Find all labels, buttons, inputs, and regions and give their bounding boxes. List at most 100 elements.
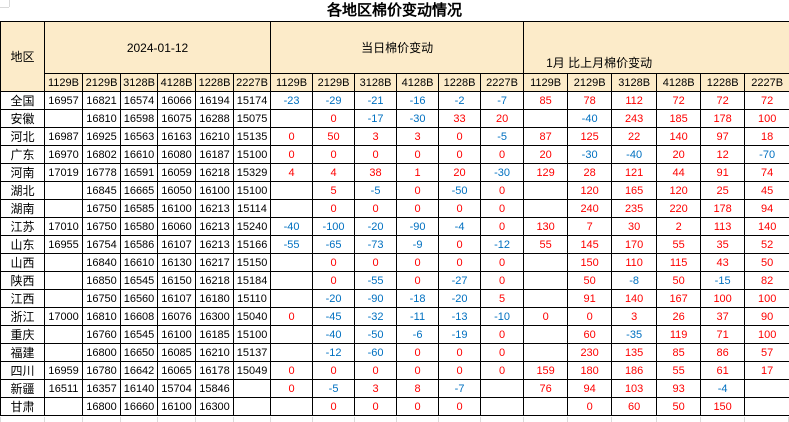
monthly-change-cell: 235	[611, 199, 658, 218]
region-cell: 山东	[0, 235, 45, 254]
daily-change-cell: 0	[480, 181, 525, 200]
price-cell: 16180	[195, 289, 234, 308]
monthly-change-cell: 30	[611, 217, 658, 236]
price-cell: 15240	[232, 217, 272, 236]
daily-change-cell: 8	[396, 379, 440, 398]
daily-change-cell	[270, 109, 314, 128]
daily-change-cell: 0	[480, 217, 525, 236]
price-cell: 15110	[232, 289, 272, 308]
grade-header: 1129B	[44, 73, 83, 92]
daily-change-cell: 0	[354, 361, 398, 380]
worksheet-gridline	[0, 7, 9, 8]
monthly-change-cell: -8	[611, 271, 658, 290]
monthly-change-cell	[523, 289, 569, 308]
grade-header: 1228B	[195, 73, 234, 92]
table-row: 浙江 17000 16810 16608 16076 16300 15040 0 -45 -32-…	[0, 307, 789, 326]
daily-change-cell: -20	[354, 217, 398, 236]
monthly-change-cell: 112	[611, 91, 658, 110]
price-cell: 16300	[195, 307, 234, 326]
daily-change-cell: 0	[396, 397, 440, 416]
table-row: 河北 16987 16925 16563 16163 16210 15135 0 50 3 3 0 -5…	[0, 127, 789, 146]
price-cell: 16610	[120, 145, 158, 164]
price-cell: 16598	[120, 109, 158, 128]
daily-change-cell: 4	[270, 163, 314, 182]
worksheet-gridline-strip	[0, 416, 789, 422]
monthly-change-cell: 159	[523, 361, 569, 380]
price-cell	[44, 271, 83, 290]
daily-change-cell: 0	[480, 271, 525, 290]
region-cell: 广东	[0, 145, 45, 164]
monthly-change-cell: 150	[567, 253, 613, 272]
daily-change-cell: 0	[312, 199, 356, 218]
monthly-change-cell: 186	[611, 361, 658, 380]
price-cell: 16210	[195, 127, 234, 146]
grade-header: 4128B	[396, 73, 440, 92]
monthly-change-cell: 17	[744, 361, 789, 380]
monthly-change-cell: 180	[567, 361, 613, 380]
grade-header: 2129B	[312, 73, 356, 92]
daily-change-cell: 0	[396, 271, 440, 290]
monthly-change-cell	[523, 325, 569, 344]
monthly-change-cell: 170	[611, 235, 658, 254]
daily-change-cell: 0	[312, 271, 356, 290]
price-cell: 15100	[232, 181, 272, 200]
monthly-change-cell: -35	[611, 325, 658, 344]
group-header-monthly-change: 1月 比上月棉价变动	[523, 21, 789, 74]
price-cell: 15114	[232, 199, 272, 218]
monthly-change-cell: 110	[611, 253, 658, 272]
daily-change-cell: -16	[396, 91, 440, 110]
monthly-change-cell: 91	[700, 163, 746, 182]
monthly-change-cell	[523, 397, 569, 416]
region-cell: 江西	[0, 289, 45, 308]
price-cell: 16585	[120, 199, 158, 218]
region-cell: 安徽	[0, 109, 45, 128]
daily-change-cell	[270, 343, 314, 362]
monthly-change-cell: 129	[523, 163, 569, 182]
price-cell: 16642	[120, 361, 158, 380]
monthly-change-cell: 50	[656, 271, 702, 290]
price-cell: 15040	[232, 307, 272, 326]
daily-change-cell: 0	[480, 343, 525, 362]
daily-change-cell: 0	[438, 235, 482, 254]
price-cell: 16060	[157, 217, 196, 236]
monthly-change-cell: 61	[700, 361, 746, 380]
monthly-change-cell: 25	[700, 181, 746, 200]
daily-change-cell: -29	[312, 91, 356, 110]
table-row: 甘肃 16800 16660 16100 16300 0 0 0 0 0 60 50 150	[0, 397, 789, 416]
monthly-change-cell: 145	[567, 235, 613, 254]
price-cell: 16987	[44, 127, 83, 146]
table-row: 河南 17019 16778 16591 16059 16218 15329 4 4 38 1 20-…	[0, 163, 789, 182]
monthly-change-cell: 78	[567, 91, 613, 110]
region-cell: 甘肃	[0, 397, 45, 416]
price-cell: 16218	[195, 271, 234, 290]
daily-change-cell: 0	[480, 253, 525, 272]
daily-change-cell: 0	[354, 199, 398, 218]
region-cell: 陕西	[0, 271, 45, 290]
daily-change-cell: -27	[438, 271, 482, 290]
daily-change-cell: 0	[396, 253, 440, 272]
monthly-change-cell: -15	[700, 271, 746, 290]
daily-change-cell: -65	[312, 235, 356, 254]
monthly-change-cell: 90	[744, 307, 789, 326]
daily-change-cell: 20	[438, 163, 482, 182]
region-column-header: 地区	[0, 21, 45, 92]
daily-change-cell: 0	[438, 253, 482, 272]
monthly-change-cell: 167	[656, 289, 702, 308]
monthly-change-cell: 18	[744, 127, 789, 146]
daily-change-cell: 0	[438, 343, 482, 362]
price-cell: 16650	[120, 343, 158, 362]
price-cell: 15049	[232, 361, 272, 380]
daily-change-cell: 0	[396, 361, 440, 380]
price-cell	[44, 181, 83, 200]
price-cell: 16100	[195, 181, 234, 200]
price-cell	[44, 253, 83, 272]
grade-header: 3128B	[611, 73, 658, 92]
price-cell: 16750	[82, 217, 121, 236]
monthly-change-cell: 85	[523, 91, 569, 110]
price-cell: 16288	[195, 109, 234, 128]
daily-change-cell: 0	[270, 361, 314, 380]
monthly-change-cell: 20	[656, 145, 702, 164]
worksheet-gridline	[9, 0, 10, 7]
price-cell: 16213	[195, 217, 234, 236]
price-cell: 16213	[195, 235, 234, 254]
